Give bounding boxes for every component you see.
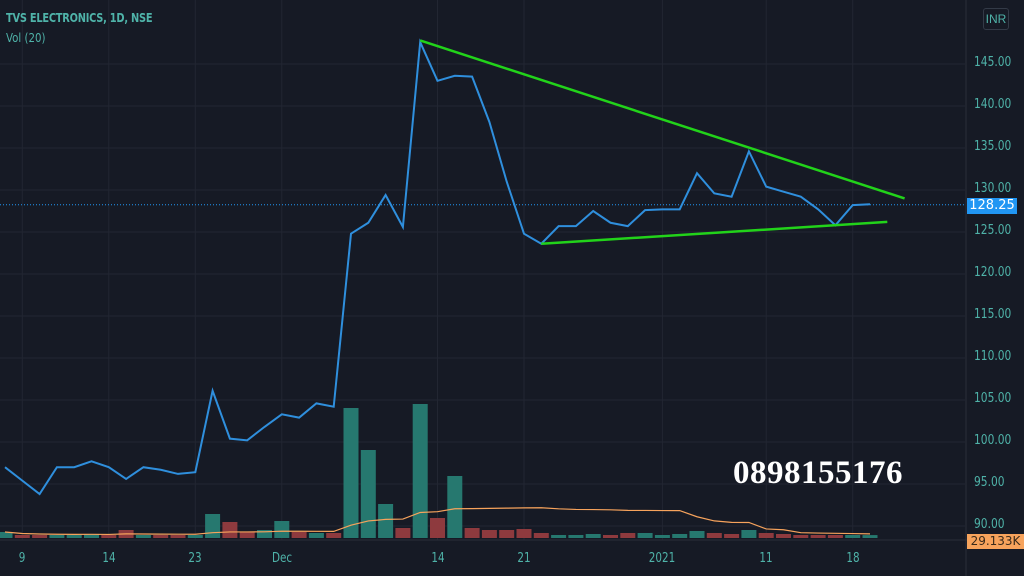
time-tick-label: Dec: [271, 551, 292, 566]
volume-bar: [741, 530, 757, 538]
time-tick-label: 18: [846, 551, 860, 566]
volume-bar: [205, 514, 221, 538]
volume-bar: [447, 476, 463, 538]
volume-bar: [170, 535, 186, 538]
time-tick-label: 9: [18, 551, 26, 566]
volume-bar: [724, 534, 740, 538]
volume-bar: [412, 404, 428, 538]
time-tick-label: 23: [188, 551, 202, 566]
volume-bar: [827, 535, 843, 538]
volume-bar: [378, 504, 394, 538]
price-tick-label: 115.00: [974, 307, 1012, 322]
price-tick-label: 140.00: [974, 97, 1012, 112]
volume-bar: [343, 408, 359, 538]
volume-bar: [672, 534, 688, 538]
volume-bar: [776, 534, 791, 538]
volume-bar: [135, 535, 151, 538]
volume-bar: [585, 534, 601, 538]
time-tick-label: 11: [759, 551, 773, 566]
time-tick-label: 2021: [649, 551, 676, 566]
volume-bar: [551, 535, 567, 538]
volume-indicator-label[interactable]: Vol (20): [6, 31, 46, 45]
time-tick-label: 14: [430, 551, 445, 566]
volume-bar: [533, 533, 549, 538]
volume-bar: [308, 533, 324, 538]
volume-bar: [516, 529, 532, 538]
time-tick-label: 21: [517, 551, 531, 566]
currency-button[interactable]: INR: [983, 8, 1009, 30]
volume-bar: [862, 535, 878, 538]
volume-bar: [603, 535, 618, 538]
volume-bar: [222, 522, 238, 538]
price-tick-label: 95.00: [974, 475, 1005, 490]
volume-bar: [239, 532, 255, 538]
price-tick-label: 110.00: [974, 349, 1012, 364]
resistance-trendline: [419, 39, 905, 200]
symbol-title[interactable]: TVS ELECTRONICS, 1D, NSE: [6, 11, 153, 25]
volume-bar: [481, 530, 497, 538]
volume-bar: [326, 533, 342, 538]
last-price-tag: 128.25: [967, 198, 1017, 214]
price-line: [4, 38, 871, 496]
volume-ma-line: [4, 507, 871, 536]
volume-bar: [257, 530, 272, 538]
volume-bar: [845, 535, 861, 538]
volume-bar: [49, 535, 65, 538]
volume-bar: [793, 535, 809, 538]
price-tick-label: 145.00: [974, 55, 1012, 70]
volume-bar: [499, 530, 515, 538]
watermark-phone: 0898155176: [733, 455, 903, 491]
price-tick-label: 100.00: [974, 433, 1012, 448]
volume-bar: [32, 535, 48, 538]
volume-bar: [274, 521, 290, 538]
volume-bar: [66, 535, 82, 538]
volume-bar: [654, 535, 670, 538]
volume-bar: [153, 535, 169, 538]
volume-bar: [758, 533, 774, 538]
volume-bar: [464, 528, 480, 538]
price-tick-label: 135.00: [974, 139, 1012, 154]
time-tick-label: 14: [102, 551, 116, 566]
support-trendline: [541, 220, 888, 246]
last-volume-tag: 29.133K: [967, 534, 1024, 549]
volume-bar: [14, 535, 30, 538]
volume-bar: [291, 532, 307, 538]
price-tick-label: 90.00: [974, 517, 1005, 532]
volume-bar: [0, 532, 13, 538]
volume-bar: [620, 533, 636, 538]
price-tick-label: 130.00: [974, 181, 1012, 196]
volume-bar: [395, 528, 411, 538]
volume-bar: [706, 533, 722, 538]
volume-bar: [101, 535, 117, 538]
volume-bar: [187, 535, 203, 538]
price-tick-label: 120.00: [974, 265, 1012, 280]
volume-bar: [568, 535, 584, 538]
volume-bar: [637, 533, 653, 538]
volume-bar: [689, 531, 705, 538]
price-tick-label: 105.00: [974, 391, 1012, 406]
volume-bar: [430, 518, 445, 538]
price-tick-label: 125.00: [974, 223, 1012, 238]
volume-bar: [84, 534, 99, 538]
volume-bar: [360, 450, 376, 538]
volume-bar: [810, 535, 826, 538]
